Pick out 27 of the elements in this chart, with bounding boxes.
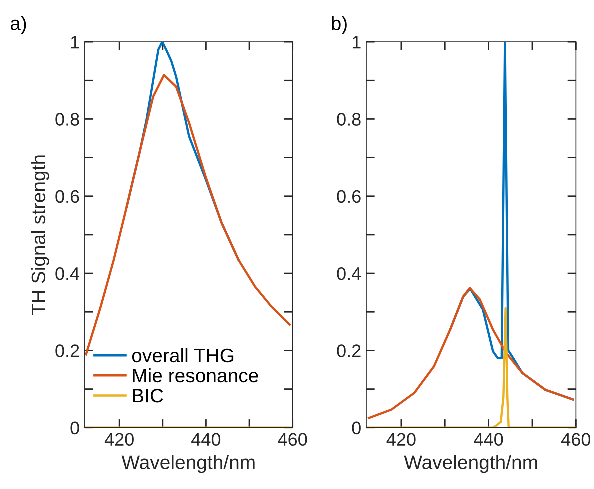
x-tick-label: 420 (104, 433, 134, 446)
y-tick-label: 0.4 (337, 267, 362, 280)
x-tick-label: 460 (278, 433, 308, 446)
legend-label: BIC (133, 388, 164, 403)
y-tick-label: 0.8 (337, 113, 361, 126)
x-tick-label: 440 (474, 433, 504, 446)
y-tick-label: 0.2 (337, 344, 361, 358)
y-tick-label: 0 (70, 422, 80, 435)
y-tick-label: 0.4 (56, 267, 80, 280)
x-tick-label: 460 (562, 433, 591, 446)
y-tick-label: 0.8 (56, 113, 80, 126)
y-tick-label: 1 (71, 36, 80, 49)
x-tick-label: 420 (386, 433, 416, 446)
y-axis-title: TH Signal strength (31, 156, 50, 316)
y-tick-label: 0.2 (56, 344, 80, 358)
chart-title: b) (332, 16, 347, 34)
y-tick-label: 0.6 (337, 190, 361, 204)
legend-label: Mie resonance (133, 368, 258, 383)
x-tick-label: 440 (192, 433, 221, 446)
legend-label: overall THG (132, 348, 234, 363)
y-tick-label: 0 (352, 422, 361, 435)
x-axis-title: Wavelength/nm (122, 455, 255, 474)
x-axis-title: Wavelength/nm (404, 455, 538, 474)
y-tick-label: 0.6 (56, 190, 80, 204)
chart-title: a) (10, 16, 26, 34)
y-tick-label: 1 (352, 36, 361, 49)
line-series (368, 287, 574, 420)
